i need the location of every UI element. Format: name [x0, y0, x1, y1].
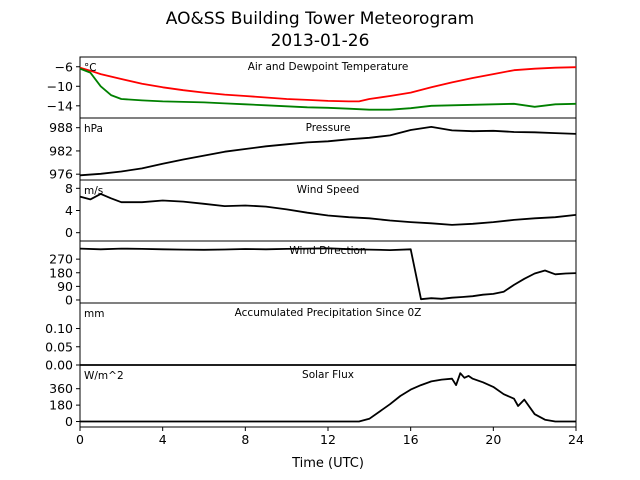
series-line-default — [79, 126, 577, 177]
x-tick-label: 0 — [76, 432, 84, 447]
panel-label: Accumulated Precipitation Since 0Z — [235, 307, 422, 319]
series-line-default — [79, 192, 577, 226]
y-tick-label: 4 — [65, 203, 73, 218]
x-tick-label: 24 — [568, 432, 584, 447]
panel-unit: W/m^2 — [84, 370, 124, 382]
panel-label: Wind Direction — [289, 245, 366, 257]
panel-label: Pressure — [306, 122, 351, 134]
series-line-dewpoint — [79, 67, 577, 111]
panels-group: −6 −10 −14 °C Air and Dewpoint Temperature 98… — [45, 56, 577, 429]
y-tick-label: 180 — [49, 398, 73, 413]
y-tick-label: 0.05 — [45, 339, 73, 354]
y-tick-label: 0.10 — [45, 321, 73, 336]
panel-pressure: 988 982 976 hPa Pressure — [49, 117, 577, 182]
y-tick-label: 270 — [49, 252, 73, 267]
y-tick-label: 90 — [57, 279, 73, 294]
series-line-default — [79, 247, 577, 301]
y-tick-label: −14 — [47, 98, 73, 113]
series-line-default — [80, 372, 576, 423]
x-tick-label: 12 — [320, 432, 336, 447]
panel-label: Solar Flux — [302, 369, 354, 381]
panel-temp: −6 −10 −14 °C Air and Dewpoint Temperature — [47, 56, 577, 119]
figure-subtitle: 2013-01-26 — [271, 31, 370, 51]
y-tick-label: 0 — [65, 414, 73, 429]
x-axis: 0 4 8 12 16 20 24 — [76, 427, 584, 447]
x-axis-label: Time (UTC) — [291, 456, 364, 471]
y-tick-label: 8 — [65, 181, 73, 196]
panel-unit: °C — [84, 62, 97, 74]
panel-unit: m/s — [84, 185, 103, 197]
x-tick-label: 8 — [241, 432, 249, 447]
y-tick-label: 976 — [49, 167, 73, 182]
panel-wind_speed: 8 4 0 m/s Wind Speed — [65, 179, 577, 242]
panel-precip: 0.10 0.05 0.00 mm Accumulated Precipitation … — [45, 302, 577, 373]
x-tick-label: 20 — [485, 432, 501, 447]
y-tick-label: 0.00 — [45, 358, 73, 373]
y-tick-label: −10 — [47, 79, 73, 94]
series-line-temperature — [79, 66, 577, 103]
y-tick-label: 0 — [65, 292, 73, 307]
panel-label: Air and Dewpoint Temperature — [248, 61, 409, 73]
y-tick-label: −6 — [55, 59, 73, 74]
figure-title: AO&SS Building Tower Meteorogram — [166, 9, 474, 29]
panel-unit: mm — [84, 308, 104, 320]
y-tick-label: 982 — [49, 143, 73, 158]
panel-label: Wind Speed — [297, 184, 360, 196]
x-tick-label: 4 — [159, 432, 167, 447]
y-tick-label: 180 — [49, 265, 73, 280]
y-tick-label: 988 — [49, 120, 73, 135]
panel-unit: hPa — [84, 123, 103, 135]
y-tick-label: 0 — [65, 225, 73, 240]
x-tick-label: 16 — [403, 432, 419, 447]
y-tick-label: 360 — [49, 381, 73, 396]
